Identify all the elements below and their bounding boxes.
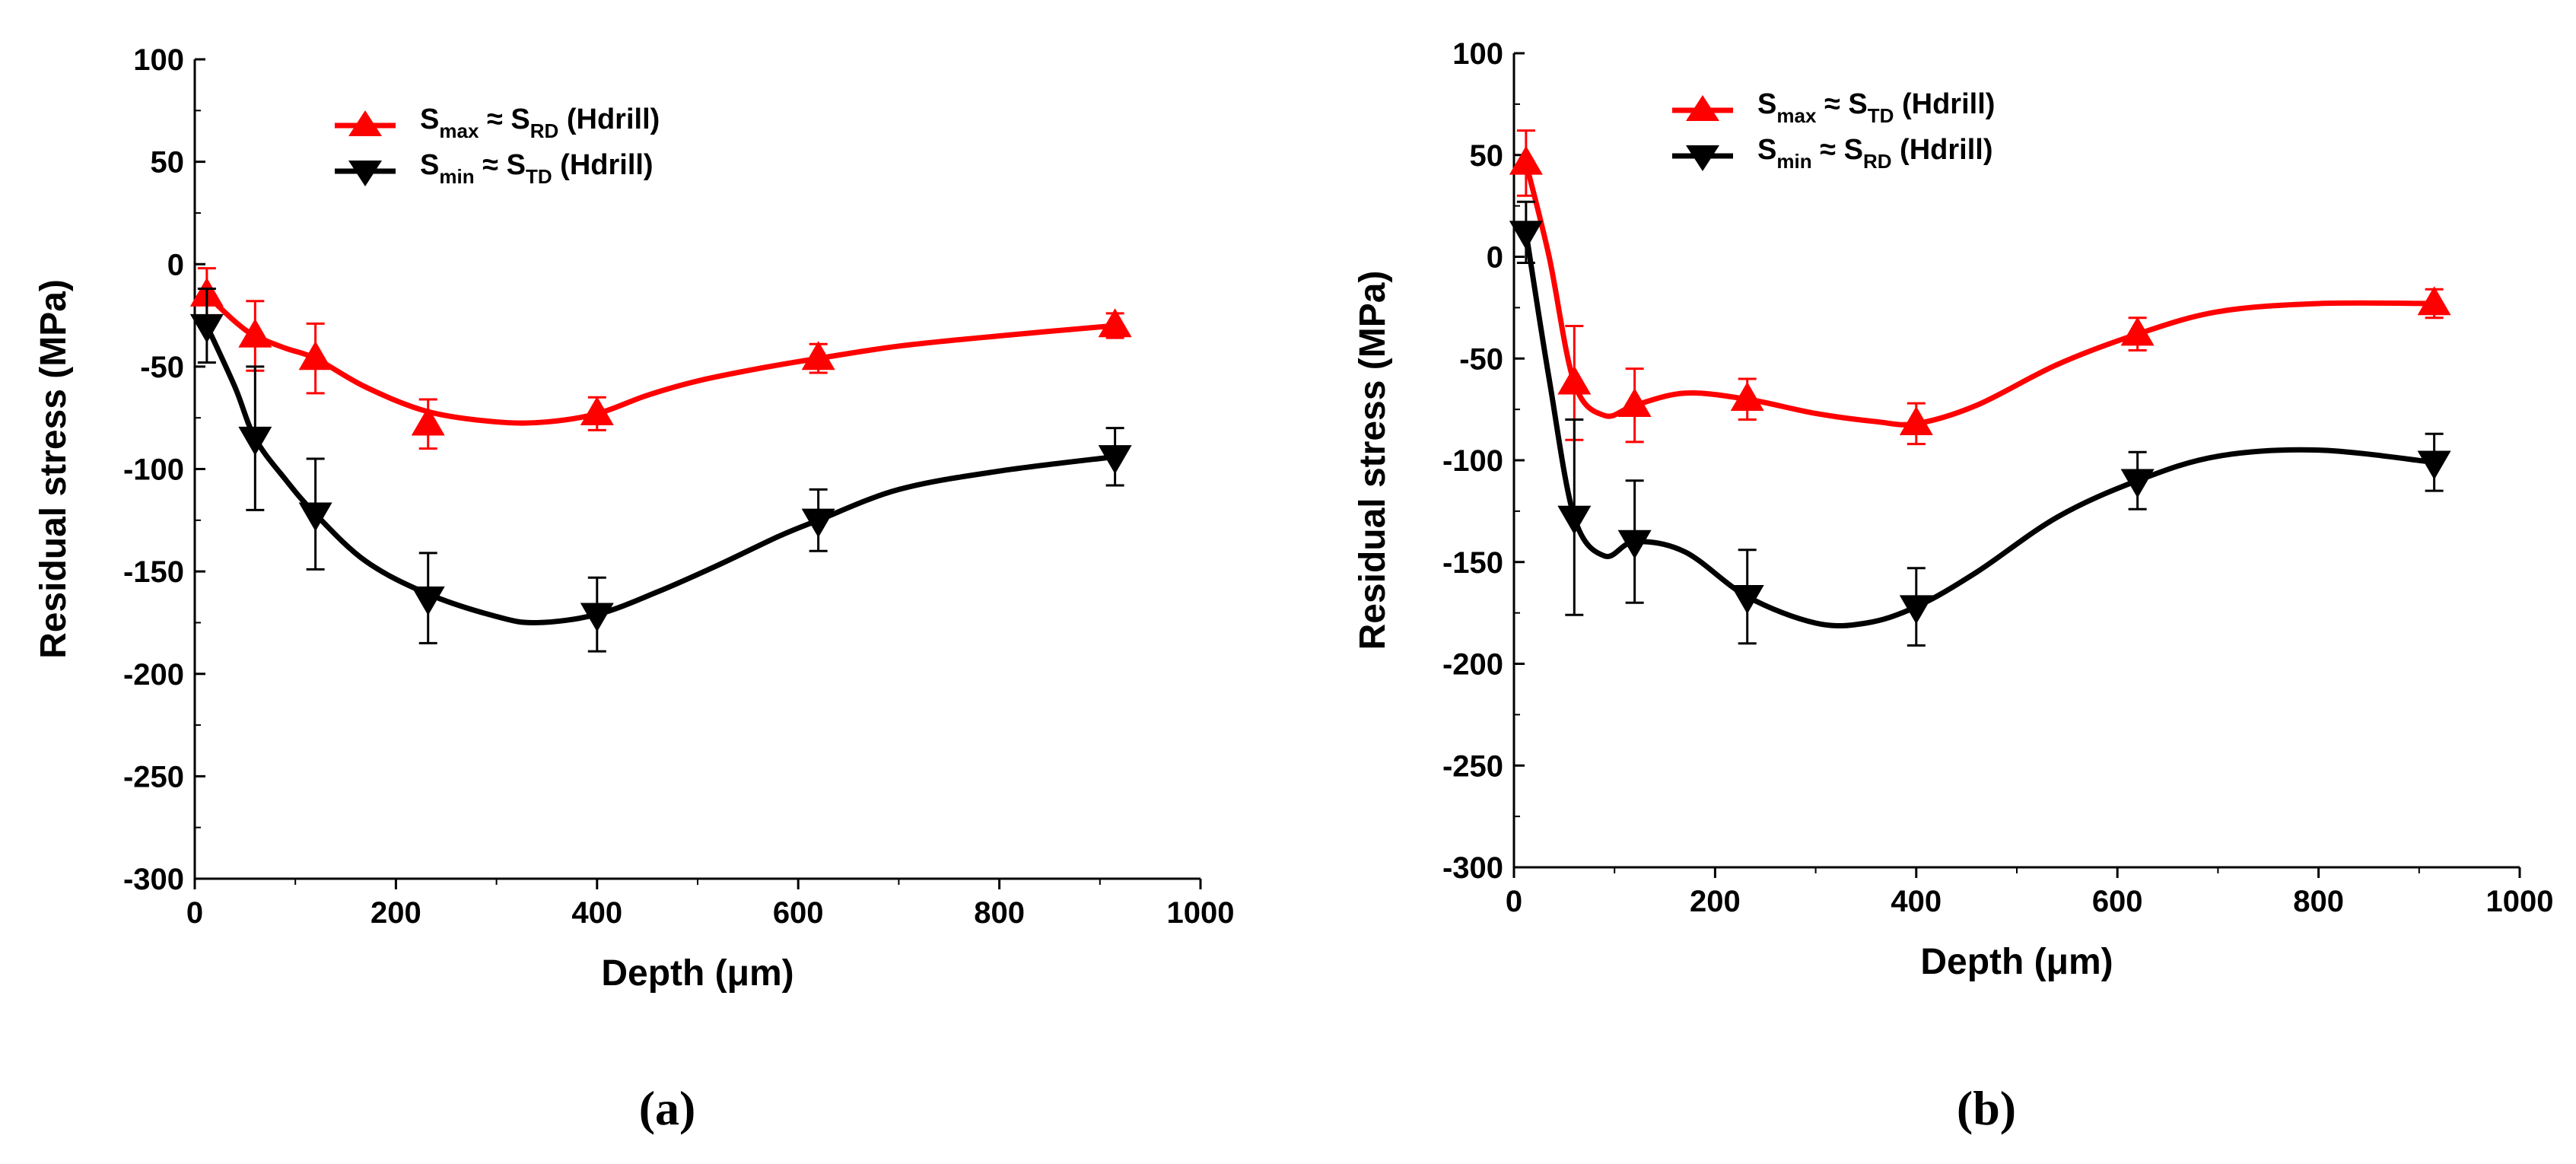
chart-b-series-max-legend-label: Smax ≈ STD (Hdrill): [1757, 88, 1995, 127]
chart-b-series-max-point: [2417, 286, 2451, 316]
chart-a-xlabel: Depth (μm): [601, 953, 793, 994]
chart-a-ytick-label: -150: [123, 555, 184, 589]
chart-b-ytick-label: 50: [1470, 139, 1504, 173]
chart-b-ytick-label: 0: [1487, 241, 1503, 275]
chart-a-series-min-legend-label: Smin ≈ STD (Hdrill): [420, 149, 654, 188]
chart-b-ytick-label: -150: [1442, 546, 1503, 580]
chart-b-xtick-label: 1000: [2486, 885, 2554, 918]
chart-a-series-max-line: [205, 293, 1115, 426]
chart-a-series-max-point: [1098, 308, 1132, 338]
chart-b-ytick-label: -100: [1442, 444, 1503, 478]
chart-b-xtick-label: 600: [2092, 885, 2143, 918]
chart-a-xtick-label: 800: [974, 896, 1025, 930]
chart-a-series-max-point: [238, 318, 272, 348]
chart-b-ytick-label: -250: [1442, 749, 1503, 783]
chart-b-xtick-label: 400: [1891, 885, 1942, 918]
chart-a-xtick-label: 0: [186, 896, 203, 930]
chart-a-ytick-label: 0: [167, 248, 184, 281]
chart-b-series-min-legend-marker: [1686, 145, 1719, 171]
chart-b-series-min-point: [1557, 505, 1592, 535]
chart-a-ytick-label: -50: [140, 351, 184, 384]
chart-b-series-min-point: [1509, 221, 1543, 250]
chart-a-ytick-label: 50: [151, 146, 185, 180]
chart-b-ytick-label: -200: [1442, 648, 1503, 682]
chart-a-series-max-legend-label: Smax ≈ SRD (Hdrill): [420, 103, 660, 142]
chart-b-ylabel: Residual stress (MPa): [1353, 271, 1393, 650]
chart-a-ytick-label: -200: [123, 658, 184, 692]
chart-a-series-min-point: [580, 603, 614, 632]
chart-b-series-min-line: [1523, 231, 2434, 629]
chart-b-panel-label: (b): [1957, 1081, 2016, 1135]
chart-b-ytick-label: 100: [1452, 37, 1503, 71]
chart-b-xtick-label: 200: [1690, 885, 1741, 918]
chart-b-series-min-point: [2417, 450, 2451, 480]
chart-b-series-max-line: [1523, 162, 2434, 428]
chart-b-series-min-legend-label: Smin ≈ SRD (Hdrill): [1757, 134, 1992, 173]
chart-a-series-min-point: [238, 426, 272, 456]
chart-b-ytick-label: -50: [1459, 342, 1503, 376]
chart-a-xtick-label: 1000: [1167, 896, 1235, 930]
chart-b-xtick-label: 800: [2293, 885, 2344, 918]
chart-a-ytick-label: -300: [123, 863, 184, 896]
chart-a-series-min-point: [801, 508, 835, 538]
chart-a-series-min-point: [411, 586, 445, 615]
chart-b-series-max-point: [1617, 387, 1652, 417]
chart-b-xlabel: Depth (μm): [1920, 942, 2113, 982]
chart-b-ytick-label: -300: [1442, 851, 1503, 885]
chart-a-series-min-point: [189, 313, 224, 343]
chart-b-series-min-point: [1617, 530, 1652, 559]
chart-a-xtick-label: 200: [370, 896, 421, 930]
chart-b-series-min-point: [1899, 595, 1933, 625]
chart-b-series-max-point: [1557, 365, 1592, 395]
chart-a-series-max-point: [298, 341, 332, 371]
chart-a-series-min-point: [1098, 445, 1132, 475]
chart-a-xtick-label: 600: [773, 896, 824, 930]
chart-b-series-max-point: [1899, 406, 1933, 436]
chart-a-xtick-label: 400: [571, 896, 622, 930]
chart-panel-b: -300 -250 -200 -150 -100 -50 0 50 100 0 200 400 600 8…: [1288, 0, 2576, 1164]
chart-b-series-max-point: [2120, 316, 2155, 346]
chart-b-series-min-point: [2120, 469, 2155, 498]
chart-a-series-max-point: [580, 396, 614, 426]
chart-panel-a: -300 -250 -200 -150 -100 -50 0 50 100 0 200 400 600 8…: [33, 43, 1235, 1135]
chart-a-ylabel: Residual stress (MPa): [33, 279, 74, 659]
chart-a-series-max-point: [801, 341, 835, 371]
chart-b-series-min-point: [1730, 585, 1764, 615]
chart-a-ytick-label: 100: [133, 43, 184, 77]
chart-b-series-max-legend-marker: [1686, 95, 1719, 121]
chart-b-series-max-point: [1730, 381, 1764, 411]
chart-a-series-max-legend-marker: [348, 110, 382, 136]
chart-a-series-min-line: [204, 324, 1116, 625]
chart-a-series-min-legend-marker: [348, 161, 382, 186]
chart-a-ytick-label: -100: [123, 453, 184, 487]
chart-a-series-max-point: [411, 406, 445, 436]
chart-a-ytick-label: -250: [123, 760, 184, 793]
chart-a-series-min-point: [298, 502, 332, 532]
chart-b-series-max-point: [1509, 145, 1543, 175]
chart-a-panel-label: (a): [639, 1081, 696, 1135]
chart-b-xtick-label: 0: [1506, 885, 1522, 918]
